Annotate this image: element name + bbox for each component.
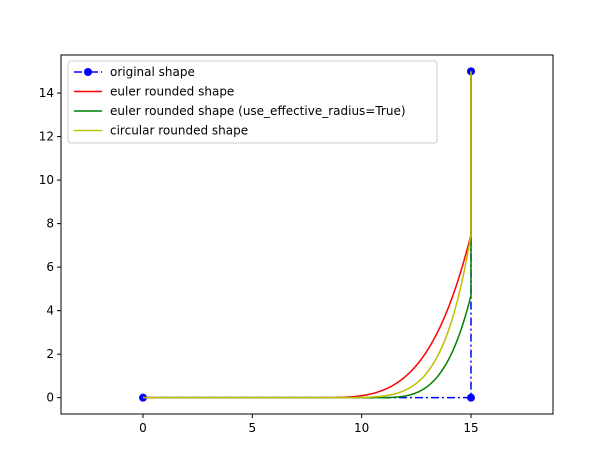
x-axis: 0 5 10 15: [139, 414, 479, 435]
y-tick-label: 4: [46, 304, 54, 318]
x-tick-label: 5: [249, 421, 257, 435]
legend: original shape euler rounded shape euler r…: [67, 60, 438, 144]
series-line-euler-rounded-shape-use-effective-radius-true: [143, 71, 472, 399]
y-tick-label: 14: [39, 86, 54, 100]
y-tick-label: 6: [46, 260, 54, 274]
y-tick-label: 12: [39, 130, 54, 144]
series-point-original-shape: [467, 67, 475, 76]
legend-label: euler rounded shape (use_effective_radiu…: [110, 104, 406, 118]
legend-label: original shape: [110, 65, 195, 79]
y-tick-label: 2: [46, 347, 54, 361]
x-tick-label: 0: [139, 421, 147, 435]
y-tick-label: 0: [46, 391, 54, 405]
legend-label: circular rounded shape: [110, 124, 248, 138]
x-tick-label: 15: [463, 421, 478, 435]
series-point-original-shape: [467, 393, 475, 402]
series-line-circular-rounded-shape: [143, 71, 472, 399]
y-tick-label: 8: [46, 217, 54, 231]
plot-frame: [60, 54, 554, 415]
y-tick-label: 10: [39, 173, 54, 187]
y-axis: 0 2 4 6 8 10 12 14: [39, 86, 61, 405]
legend-marker: [84, 68, 92, 76]
legend-box: [67, 60, 438, 144]
x-tick-label: 10: [354, 421, 369, 435]
legend-label: euler rounded shape: [110, 85, 234, 99]
series-layer: [139, 67, 475, 402]
